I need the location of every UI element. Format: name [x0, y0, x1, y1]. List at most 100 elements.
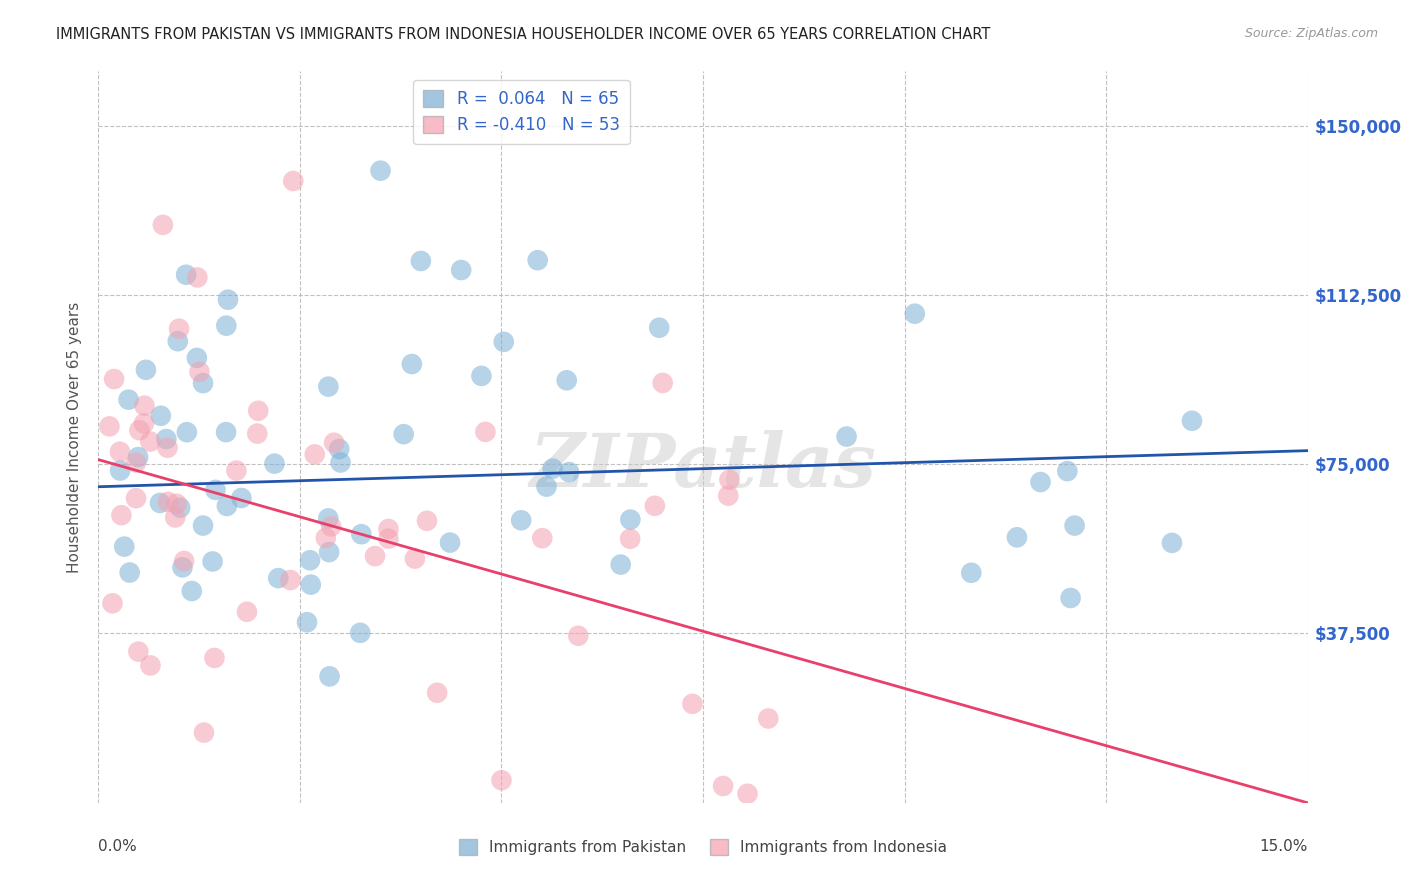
- Text: IMMIGRANTS FROM PAKISTAN VS IMMIGRANTS FROM INDONESIA HOUSEHOLDER INCOME OVER 65: IMMIGRANTS FROM PAKISTAN VS IMMIGRANTS F…: [56, 27, 991, 42]
- Point: [112, 540, 135, 554]
- Point: [619, 532, 641, 546]
- Point: [510, 513, 533, 527]
- Point: [904, 307, 927, 321]
- Point: [350, 527, 373, 541]
- Point: [191, 518, 214, 533]
- Point: [717, 489, 740, 503]
- Point: [280, 573, 302, 587]
- Point: [134, 399, 156, 413]
- Text: 0.0%: 0.0%: [98, 839, 138, 855]
- Point: [536, 480, 558, 494]
- Point: [215, 499, 238, 513]
- Point: [135, 363, 157, 377]
- Point: [167, 322, 190, 336]
- Point: [127, 450, 149, 464]
- Point: [236, 605, 259, 619]
- Point: [555, 373, 578, 387]
- Point: [176, 425, 198, 440]
- Point: [128, 423, 150, 437]
- Point: [318, 545, 340, 559]
- Point: [267, 571, 290, 585]
- Point: [283, 174, 305, 188]
- Point: [166, 497, 188, 511]
- Point: [132, 417, 155, 431]
- Point: [298, 553, 321, 567]
- Point: [315, 531, 337, 545]
- Point: [609, 558, 631, 572]
- Point: [711, 779, 734, 793]
- Point: [295, 615, 318, 630]
- Point: [718, 473, 741, 487]
- Point: [526, 253, 548, 268]
- Point: [321, 519, 343, 533]
- Point: [166, 334, 188, 349]
- Point: [247, 403, 270, 417]
- Text: ZIPatlas: ZIPatlas: [530, 430, 876, 502]
- Point: [756, 711, 779, 725]
- Point: [401, 357, 423, 371]
- Point: [329, 455, 352, 469]
- Point: [98, 419, 121, 434]
- Point: [349, 625, 371, 640]
- Point: [108, 444, 131, 458]
- Point: [1059, 591, 1081, 605]
- Point: [118, 566, 141, 580]
- Point: [117, 392, 139, 407]
- Point: [156, 495, 179, 509]
- Point: [225, 464, 247, 478]
- Point: [1029, 475, 1052, 489]
- Point: [316, 511, 339, 525]
- Point: [450, 263, 472, 277]
- Point: [404, 551, 426, 566]
- Point: [1056, 464, 1078, 478]
- Point: [299, 577, 322, 591]
- Point: [541, 461, 564, 475]
- Point: [558, 465, 581, 479]
- Point: [835, 429, 858, 443]
- Point: [364, 549, 387, 563]
- Point: [186, 270, 208, 285]
- Point: [323, 435, 346, 450]
- Point: [127, 645, 149, 659]
- Point: [1005, 530, 1028, 544]
- Point: [681, 697, 703, 711]
- Point: [318, 669, 340, 683]
- Point: [204, 483, 226, 497]
- Point: [370, 163, 392, 178]
- Point: [169, 500, 191, 515]
- Point: [567, 629, 589, 643]
- Point: [392, 427, 415, 442]
- Point: [377, 522, 399, 536]
- Point: [204, 651, 226, 665]
- Legend: Immigrants from Pakistan, Immigrants from Indonesia: Immigrants from Pakistan, Immigrants fro…: [453, 833, 953, 861]
- Point: [644, 499, 666, 513]
- Point: [149, 496, 172, 510]
- Point: [191, 376, 214, 391]
- Point: [215, 425, 238, 439]
- Point: [531, 531, 554, 545]
- Point: [377, 532, 399, 546]
- Point: [304, 447, 326, 461]
- Point: [651, 376, 673, 390]
- Point: [737, 787, 759, 801]
- Point: [246, 426, 269, 441]
- Point: [139, 434, 162, 449]
- Point: [960, 566, 983, 580]
- Point: [193, 725, 215, 739]
- Text: 15.0%: 15.0%: [1260, 839, 1308, 855]
- Point: [188, 365, 211, 379]
- Point: [108, 464, 131, 478]
- Point: [215, 318, 238, 333]
- Text: Source: ZipAtlas.com: Source: ZipAtlas.com: [1244, 27, 1378, 40]
- Point: [470, 368, 492, 383]
- Point: [156, 441, 179, 455]
- Point: [101, 596, 124, 610]
- Point: [152, 218, 174, 232]
- Point: [173, 554, 195, 568]
- Point: [318, 379, 340, 393]
- Point: [491, 773, 513, 788]
- Point: [172, 560, 194, 574]
- Point: [492, 334, 515, 349]
- Point: [165, 510, 187, 524]
- Point: [174, 268, 197, 282]
